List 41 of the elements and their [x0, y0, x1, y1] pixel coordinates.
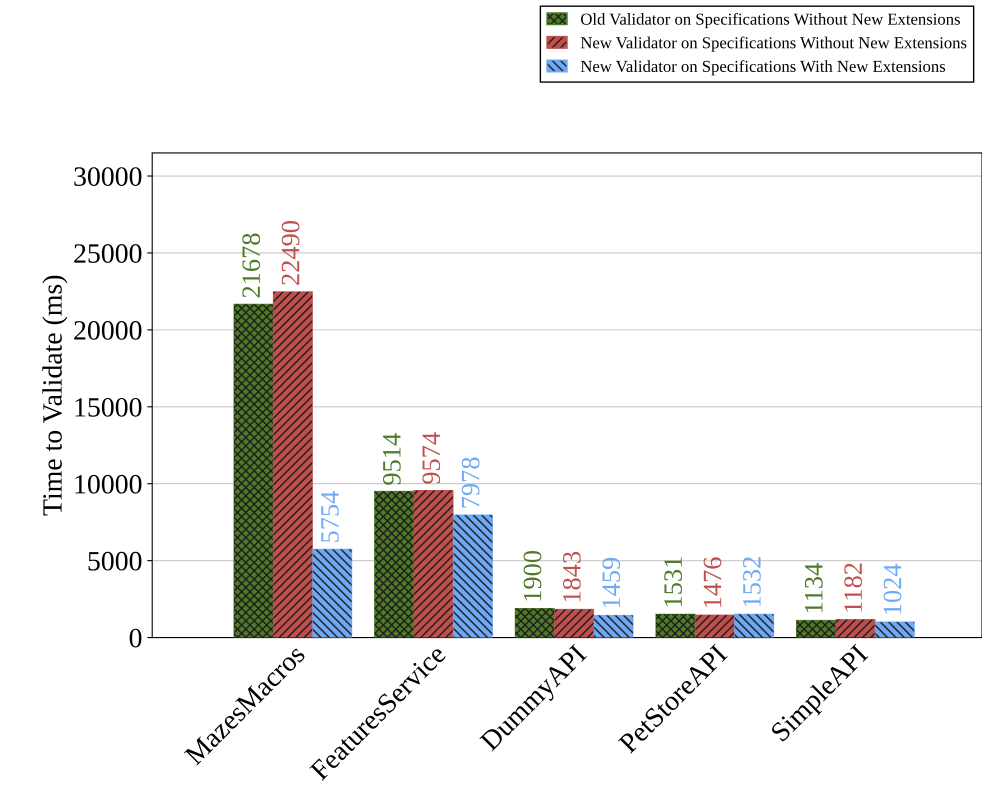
y-tick-label: 10000 [75, 474, 142, 494]
data-label: 7978 [462, 457, 480, 508]
data-label: 21678 [242, 234, 260, 298]
data-label: 5754 [321, 491, 339, 542]
y-tick-label: 20000 [74, 321, 142, 340]
legend-label: Old Validator on Specifications Without New Extensions [581, 12, 960, 28]
data-label: 9514 [382, 433, 401, 485]
y-tick-label: 30000 [74, 167, 142, 186]
bar [734, 614, 774, 638]
bar [655, 614, 696, 638]
bar [374, 490, 414, 638]
data-label: 1459 [602, 558, 620, 608]
y-axis-title: Time to Validate (ms) [42, 276, 68, 516]
bar [594, 614, 634, 638]
data-label: 1024 [884, 564, 902, 614]
bar [835, 619, 876, 638]
bar [272, 291, 313, 638]
y-tick-label: 25000 [74, 244, 142, 263]
legend-label: New Validator on Specifications With New Extensions [580, 60, 946, 76]
bar [694, 614, 735, 638]
bar [796, 620, 836, 638]
bar [414, 490, 454, 638]
data-label: 1182 [844, 563, 862, 612]
bar [452, 514, 493, 638]
bar [312, 548, 352, 638]
y-tick-label: 0 [130, 628, 142, 648]
y-tick-label: 15000 [75, 398, 142, 417]
data-label: 1843 [562, 552, 581, 602]
data-label: 9574 [422, 432, 440, 484]
bar [554, 608, 594, 638]
data-label: 1134 [804, 563, 823, 612]
data-label: 1531 [664, 557, 682, 606]
data-label: 22490 [282, 221, 300, 285]
bar [514, 608, 555, 638]
bar [874, 622, 915, 638]
y-tick-label: 5000 [88, 552, 142, 571]
bar [234, 304, 274, 638]
data-label: 1900 [524, 551, 542, 600]
data-label: 1532 [743, 557, 761, 606]
legend-label: New Validator on Specifications Without New Extensions [580, 36, 966, 52]
data-label: 1476 [704, 557, 722, 607]
